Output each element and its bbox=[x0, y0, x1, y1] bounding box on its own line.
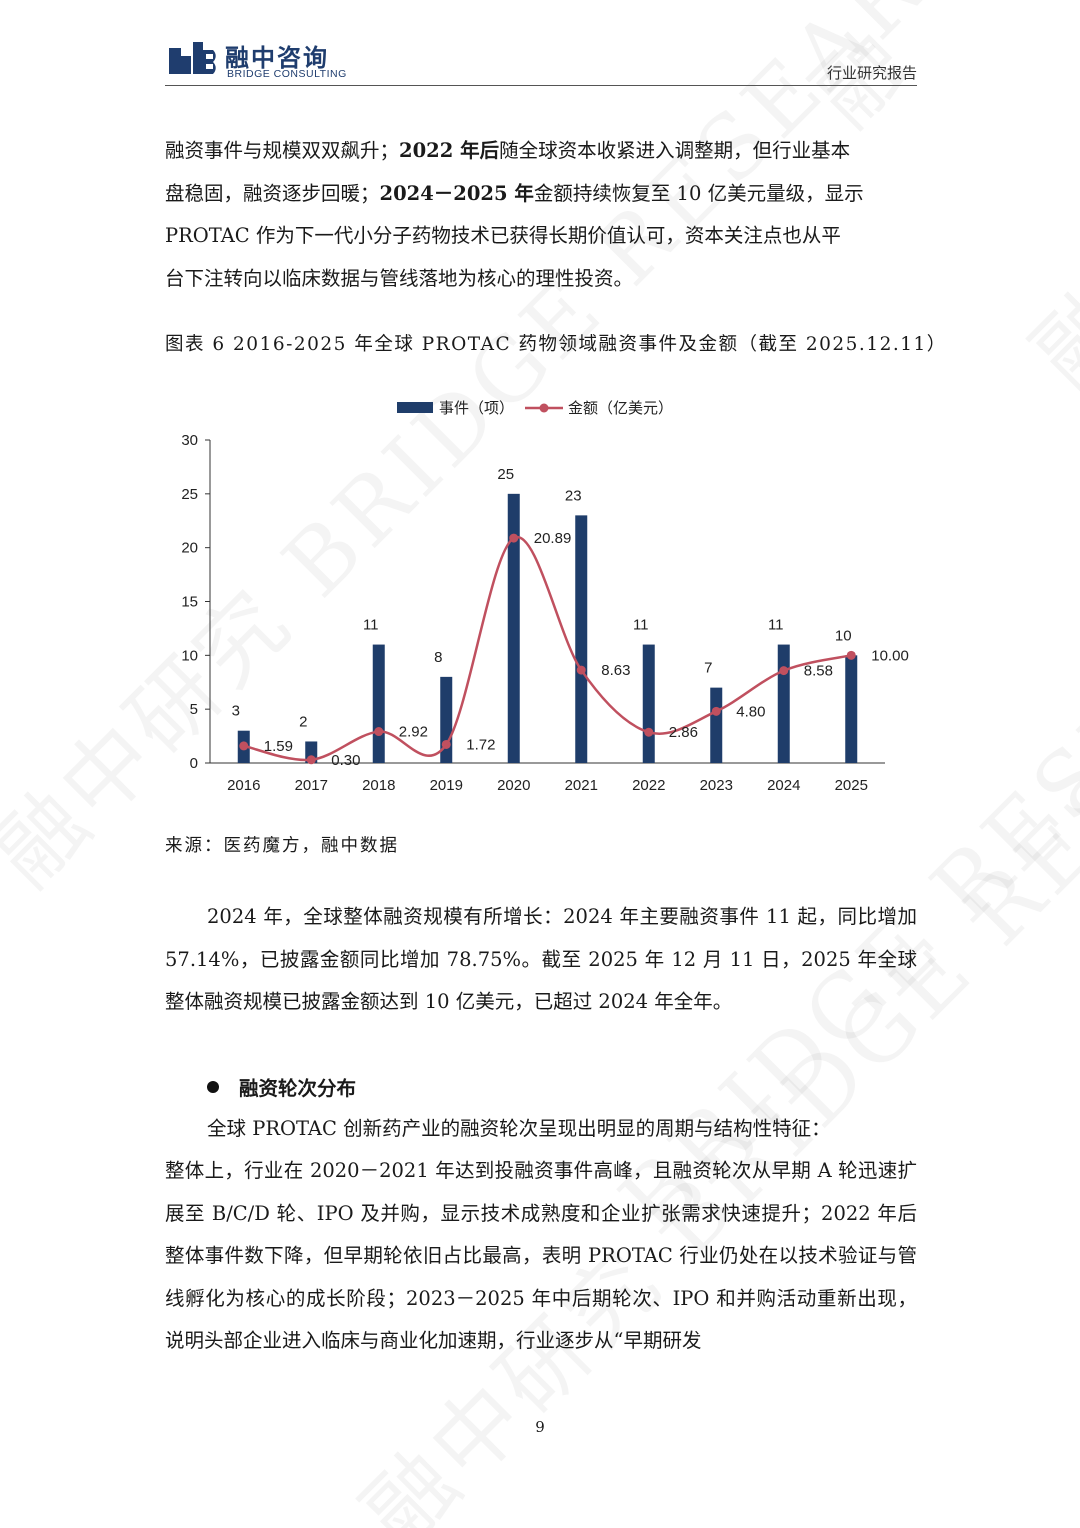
figure-source: 来源：医药魔方，融中数据 bbox=[165, 836, 399, 856]
paragraph-2: 2024 年，全球整体融资规模有所增长：2024 年主要融资事件 11 起，同比… bbox=[165, 905, 917, 1013]
header-divider bbox=[165, 85, 917, 86]
page-number: 9 bbox=[535, 1418, 545, 1436]
bar-label-2024: 11 bbox=[768, 617, 784, 634]
funding-chart: 事件（项） 金额（亿美元）0510152025303211825231171110… bbox=[181, 400, 909, 794]
bar-events-2020 bbox=[507, 493, 520, 763]
x-tick-label: 2020 bbox=[497, 777, 530, 794]
text-span: 盘稳固，融资逐步回暖； bbox=[165, 181, 380, 205]
point-amount-2019 bbox=[441, 739, 451, 749]
x-tick-label: 2019 bbox=[430, 777, 463, 794]
paragraph-1: 融资事件与规模双双飙升；2022 年后随全球资本收紧进入调整期，但行业基本 盘稳… bbox=[165, 130, 917, 300]
x-tick-label: 2018 bbox=[362, 777, 395, 794]
legend-line-marker bbox=[539, 403, 549, 413]
bold-year: 2022 年后 bbox=[399, 139, 500, 162]
bar-events-2025 bbox=[845, 655, 858, 763]
point-amount-2018 bbox=[374, 727, 384, 737]
bold-year: 2024－2025 年 bbox=[379, 181, 534, 205]
logo: 融中咨询 BRIDGE CONSULTING bbox=[165, 38, 365, 84]
text-span: 金额持续恢复至 10 亿美元量级，显示 bbox=[533, 181, 864, 205]
x-tick-label: 2024 bbox=[767, 777, 800, 794]
point-amount-2024 bbox=[779, 666, 789, 676]
point-amount-2023 bbox=[711, 706, 721, 716]
point-label-2022: 2.86 bbox=[669, 724, 698, 741]
bar-events-2022 bbox=[642, 644, 655, 763]
x-tick-label: 2022 bbox=[632, 777, 665, 794]
bar-label-2023: 7 bbox=[704, 660, 712, 677]
x-tick-label: 2023 bbox=[700, 777, 733, 794]
line-amount-series bbox=[243, 536, 852, 762]
point-label-2018: 2.92 bbox=[399, 724, 428, 741]
point-label-2025: 10.00 bbox=[871, 647, 909, 664]
point-amount-2020 bbox=[509, 533, 519, 543]
x-tick-label: 2025 bbox=[835, 777, 868, 794]
point-amount-2021 bbox=[576, 665, 586, 675]
point-label-2021: 8.63 bbox=[601, 662, 630, 679]
bar-label-2019: 8 bbox=[434, 649, 442, 666]
section-intro: 全球 PROTAC 创新药产业的融资轮次呈现出明显的周期与结构性特征： bbox=[207, 1117, 831, 1140]
point-amount-2017 bbox=[306, 755, 316, 765]
text-span: 融资事件与规模双双飙升； bbox=[165, 139, 400, 162]
logo-en-text: BRIDGE CONSULTING bbox=[227, 68, 347, 80]
bar-label-2020: 25 bbox=[497, 466, 514, 483]
paragraph-1-line-2: 盘稳固，融资逐步回暖；2024－2025 年金额持续恢复至 10 亿美元量级，显… bbox=[165, 173, 917, 216]
paragraph-1-line-3: PROTAC 作为下一代小分子药物技术已获得长期价值认可，资本关注点也从平 bbox=[165, 224, 841, 247]
x-tick-label: 2016 bbox=[227, 777, 260, 794]
legend-bar-swatch bbox=[397, 402, 433, 413]
bar-label-2018: 11 bbox=[363, 617, 379, 634]
bar-label-2021: 23 bbox=[565, 487, 582, 504]
report-type: 行业研究报告 bbox=[826, 64, 917, 82]
legend-label-events: 事件（项） bbox=[439, 400, 514, 417]
point-amount-2022 bbox=[644, 727, 654, 737]
point-label-2017: 0.30 bbox=[331, 752, 360, 769]
page-header: 融中咨询 BRIDGE CONSULTING 行业研究报告 bbox=[165, 38, 917, 84]
paragraph-1-line-1: 融资事件与规模双双飙升；2022 年后随全球资本收紧进入调整期，但行业基本 bbox=[165, 130, 917, 173]
section-heading: 融资轮次分布 bbox=[207, 1072, 356, 1101]
point-amount-2016 bbox=[239, 741, 249, 751]
y-tick-label: 0 bbox=[190, 755, 198, 772]
y-tick-label: 10 bbox=[181, 647, 198, 664]
point-label-2024: 8.58 bbox=[804, 663, 833, 680]
text-span: 随全球资本收紧进入调整期，但行业基本 bbox=[499, 139, 851, 162]
point-label-2019: 1.72 bbox=[466, 736, 495, 753]
y-tick-label: 20 bbox=[181, 540, 198, 557]
y-tick-label: 5 bbox=[190, 701, 198, 718]
bar-label-2025: 10 bbox=[835, 627, 852, 644]
x-tick-label: 2017 bbox=[295, 777, 328, 794]
bullet-icon bbox=[207, 1081, 219, 1093]
figure-caption: 图表 6 2016-2025 年全球 PROTAC 药物领域融资事件及金额（截至… bbox=[165, 334, 947, 355]
bar-events-2021 bbox=[575, 515, 588, 763]
bar-label-2017: 2 bbox=[299, 713, 307, 730]
bridge-logo-icon bbox=[169, 42, 216, 74]
y-tick-label: 30 bbox=[181, 432, 198, 449]
paragraph-1-line-4: 台下注转向以临床数据与管线落地为核心的理性投资。 bbox=[165, 266, 634, 290]
legend-label-amount: 金额（亿美元） bbox=[568, 400, 673, 417]
bar-events-2024 bbox=[777, 644, 790, 763]
section-heading-text: 融资轮次分布 bbox=[239, 1077, 357, 1100]
bar-label-2022: 11 bbox=[633, 617, 649, 634]
bar-events-2018 bbox=[372, 644, 385, 763]
x-tick-label: 2021 bbox=[565, 777, 598, 794]
point-amount-2025 bbox=[846, 650, 856, 660]
point-label-2016: 1.59 bbox=[264, 738, 293, 755]
bar-label-2016: 3 bbox=[232, 703, 240, 720]
section-body: 整体上，行业在 2020－2021 年达到投融资事件高峰，且融资轮次从早期 A … bbox=[165, 1159, 917, 1352]
point-label-2023: 4.80 bbox=[736, 703, 765, 720]
point-label-2020: 20.89 bbox=[534, 530, 572, 547]
bar-events-2023 bbox=[710, 687, 723, 763]
y-tick-label: 25 bbox=[181, 486, 198, 503]
logo-cn-text: 融中咨询 bbox=[225, 44, 329, 72]
y-tick-label: 15 bbox=[181, 594, 198, 611]
